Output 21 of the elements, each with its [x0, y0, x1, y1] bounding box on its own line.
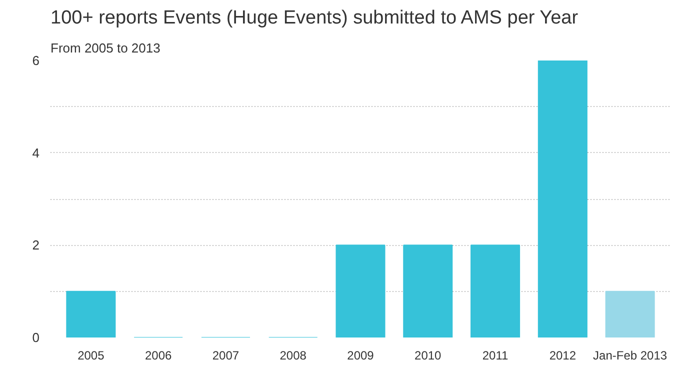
bar — [66, 290, 116, 338]
x-tick-label: 2008 — [280, 348, 307, 362]
y-tick-label: 4 — [32, 145, 40, 160]
bar — [336, 244, 386, 338]
x-tick-label: 2010 — [414, 348, 442, 362]
bar — [605, 290, 655, 338]
y-tick-label: 2 — [32, 238, 40, 253]
x-tick-label: 2012 — [549, 348, 576, 362]
chart-title: 100+ reports Events (Huge Events) submitted to AMS per Year — [50, 8, 579, 28]
x-tick-label: 2009 — [347, 348, 374, 362]
bar — [538, 60, 588, 338]
y-tick-label: 0 — [32, 330, 40, 345]
bar — [470, 244, 520, 338]
x-tick-label: 2006 — [144, 348, 172, 362]
chart-subtitle: From 2005 to 2013 — [50, 40, 160, 56]
x-tick-label: 2007 — [212, 348, 240, 362]
x-tick-label: Jan-Feb 2013 — [593, 348, 668, 362]
y-tick-label: 6 — [32, 53, 40, 68]
x-tick-label: 2005 — [78, 348, 105, 362]
x-tick-label: 2011 — [482, 348, 509, 362]
bar — [403, 244, 453, 338]
